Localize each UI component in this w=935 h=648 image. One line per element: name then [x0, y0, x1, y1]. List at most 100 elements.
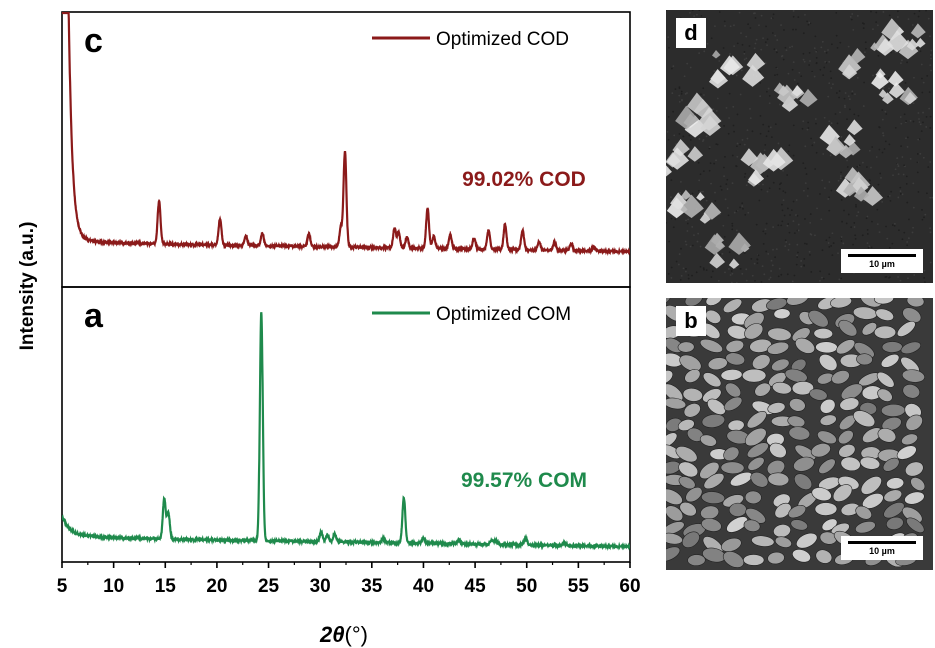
sem-particle [705, 298, 723, 306]
sem-speck [881, 200, 884, 203]
sem-speck [925, 126, 928, 128]
scale-bar-line [848, 541, 916, 544]
sem-particle [813, 327, 834, 340]
sem-speck [770, 136, 773, 139]
sem-speck [841, 220, 843, 223]
sem-speck [804, 218, 806, 220]
sem-speck [875, 11, 878, 14]
sem-speck [754, 279, 756, 282]
sem-speck [875, 21, 878, 24]
sem-particle [707, 357, 728, 371]
sem-speck [861, 161, 864, 164]
sem-particle [838, 430, 854, 445]
sem-particle [720, 461, 745, 475]
sem-speck [822, 153, 825, 155]
sem-speck [804, 167, 807, 170]
sem-speck [698, 138, 701, 140]
sem-speck [755, 38, 758, 41]
sem-crystal [904, 91, 917, 105]
sem-speck [787, 249, 790, 251]
sem-speck [901, 59, 903, 62]
sem-speck [725, 183, 728, 186]
sem-speck [727, 214, 730, 217]
sem-speck [782, 169, 784, 172]
sem-speck [778, 183, 781, 186]
sem-speck [731, 228, 734, 231]
sem-speck [795, 199, 798, 201]
sem-particle [817, 430, 837, 445]
sem-speck [678, 87, 681, 90]
sem-speck [759, 115, 762, 117]
sem-speck [884, 110, 887, 113]
sem-speck [913, 274, 916, 276]
sem-speck [688, 134, 691, 137]
sem-particle [725, 339, 745, 353]
sem-speck [804, 145, 807, 148]
sem-speck [714, 200, 717, 202]
sem-speck [870, 246, 873, 249]
sem-speck [929, 64, 932, 67]
sem-speck [823, 66, 826, 69]
sem-speck [797, 251, 799, 254]
sem-particle [814, 502, 838, 516]
sem-particle [860, 476, 882, 495]
sem-speck [840, 236, 843, 238]
sem-particle [684, 369, 701, 383]
sem-speck [901, 193, 904, 196]
sem-particle [679, 501, 697, 517]
sem-speck [809, 233, 812, 235]
sem-particle [666, 298, 672, 305]
sem-speck [828, 236, 831, 239]
sem-speck [848, 98, 851, 101]
sem-speck [876, 208, 879, 211]
sem-speck [797, 229, 800, 232]
sem-speck [795, 214, 797, 216]
sem-speck [736, 113, 739, 116]
sem-speck [723, 175, 725, 178]
legend-text-a: Optimized COM [436, 304, 571, 325]
sem-speck [668, 240, 671, 243]
sem-speck [687, 277, 690, 280]
sem-speck [666, 10, 667, 11]
sem-speck [888, 194, 891, 197]
annotation-a: 99.57% COM [461, 469, 587, 492]
sem-speck [764, 228, 767, 231]
sem-speck [767, 130, 770, 133]
sem-particle [767, 472, 790, 487]
sem-speck [837, 179, 840, 182]
sem-background [666, 10, 933, 283]
sem-particle [784, 368, 808, 383]
sem-speck [774, 74, 776, 77]
sem-speck [764, 143, 767, 146]
sem-speck [791, 280, 794, 283]
sem-speck [685, 219, 687, 222]
sem-speck [682, 135, 685, 138]
sem-speck [816, 207, 818, 210]
sem-speck [770, 259, 773, 262]
sem-particle [796, 532, 818, 549]
x-tick-label: 35 [361, 576, 383, 597]
sem-speck [702, 87, 705, 90]
sem-speck [800, 265, 803, 268]
sem-crystal [910, 23, 926, 39]
sem-speck [809, 213, 812, 215]
sem-speck [870, 10, 872, 13]
sem-speck [819, 279, 821, 282]
sem-speck [672, 110, 674, 113]
sem-crystal [843, 134, 856, 147]
y-axis-label: Intensity (a.u.) [17, 222, 38, 351]
sem-speck [802, 162, 805, 165]
sem-speck [766, 175, 769, 178]
sem-speck [698, 52, 701, 55]
sem-speck [814, 168, 817, 170]
sem-particle [701, 413, 726, 428]
sem-speck [691, 226, 694, 228]
sem-speck [867, 246, 870, 249]
sem-speck [821, 276, 823, 279]
sem-speck [702, 268, 705, 271]
sem-speck [686, 62, 689, 65]
sem-particle [725, 382, 742, 398]
sem-speck [702, 267, 705, 270]
sem-speck [700, 93, 702, 96]
sem-speck [762, 123, 765, 126]
